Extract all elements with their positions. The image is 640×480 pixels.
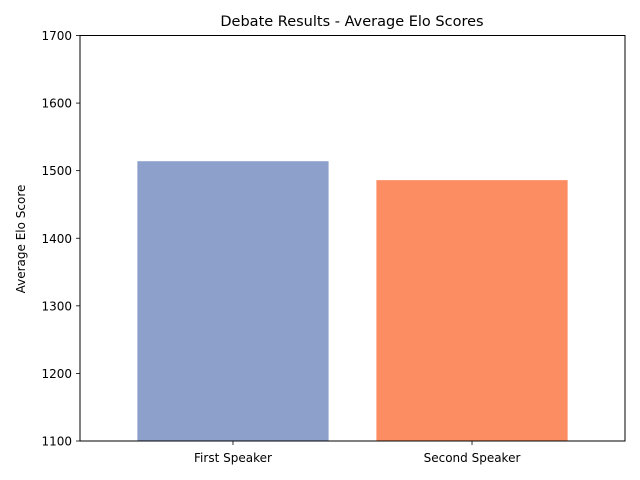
y-tick-label: 1100 [41,435,72,449]
y-tick-label: 1600 [41,97,72,111]
bar-first-speaker [137,161,329,441]
x-tick-label: First Speaker [194,451,272,465]
y-tick-label: 1200 [41,367,72,381]
y-tick-label: 1700 [41,29,72,43]
chart-title: Debate Results - Average Elo Scores [220,14,483,30]
x-axis: First Speaker Second Speaker [194,441,520,465]
bar-second-speaker [376,180,568,441]
y-axis: 1100 1200 1300 1400 1500 1600 1700 [41,29,80,449]
y-tick-label: 1300 [41,299,72,313]
x-tick-label: Second Speaker [424,451,521,465]
y-axis-label: Average Elo Score [14,185,28,294]
y-tick-label: 1400 [41,232,72,246]
y-tick-label: 1500 [41,164,72,178]
bars-layer [137,161,568,441]
